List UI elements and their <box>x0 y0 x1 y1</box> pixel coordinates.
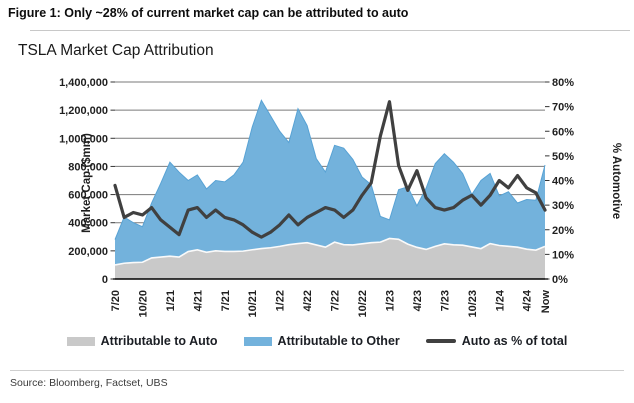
legend-item-other: Attributable to Other <box>243 334 400 348</box>
svg-text:1,400,000: 1,400,000 <box>59 77 108 89</box>
svg-text:400,000: 400,000 <box>68 218 108 230</box>
svg-text:60%: 60% <box>552 126 574 138</box>
legend-item-pct: Auto as % of total <box>425 334 568 348</box>
left-axis-title: Market Cap ($mm) <box>81 133 93 233</box>
svg-text:7/22: 7/22 <box>330 290 342 311</box>
svg-text:1/24: 1/24 <box>494 289 506 311</box>
svg-text:80%: 80% <box>552 77 574 89</box>
chart-legend: Attributable to Auto Attributable to Oth… <box>0 334 634 348</box>
svg-text:600,000: 600,000 <box>68 190 108 202</box>
figure-title: Figure 1: Only ~28% of current market ca… <box>8 6 409 20</box>
svg-text:10/23: 10/23 <box>467 290 479 318</box>
svg-text:10/20: 10/20 <box>137 290 149 318</box>
svg-text:7/20: 7/20 <box>110 290 122 311</box>
chart-title: TSLA Market Cap Attribution <box>18 42 214 59</box>
svg-text:Now: Now <box>540 290 552 314</box>
svg-text:1,000,000: 1,000,000 <box>59 133 108 145</box>
right-axis-ticks: 0% 10% 20% 30% 40% 50% 60% 70% 80% <box>545 77 574 286</box>
svg-text:0%: 0% <box>552 274 568 286</box>
svg-text:10/22: 10/22 <box>357 290 369 318</box>
svg-text:10/21: 10/21 <box>247 290 259 318</box>
legend-label-other: Attributable to Other <box>277 334 400 348</box>
legend-item-auto: Attributable to Auto <box>66 334 218 348</box>
svg-text:1/22: 1/22 <box>275 290 287 311</box>
other-area-series <box>115 100 545 265</box>
auto-area-series <box>115 238 545 279</box>
legend-label-pct: Auto as % of total <box>461 334 568 348</box>
svg-text:4/21: 4/21 <box>192 290 204 311</box>
svg-text:70%: 70% <box>552 102 574 114</box>
auto-pct-line-series <box>113 100 547 239</box>
svg-text:800,000: 800,000 <box>68 161 108 173</box>
svg-text:7/23: 7/23 <box>439 290 451 311</box>
other-area-swatch <box>243 336 272 346</box>
svg-text:4/23: 4/23 <box>412 290 424 311</box>
auto-area-edge <box>114 237 546 266</box>
left-axis-ticks: 0 200,000 400,000 600,000 800,000 1,000,000 1,… <box>59 77 115 286</box>
right-axis-title: % Automotive <box>610 143 622 219</box>
svg-text:40%: 40% <box>552 176 574 188</box>
svg-text:50%: 50% <box>552 151 574 163</box>
svg-text:1/23: 1/23 <box>384 290 396 311</box>
svg-text:10%: 10% <box>552 249 574 261</box>
auto-area-swatch <box>66 336 95 346</box>
legend-label-auto: Attributable to Auto <box>100 334 218 348</box>
svg-text:200,000: 200,000 <box>68 246 108 258</box>
bottom-divider <box>10 370 624 371</box>
svg-text:1,200,000: 1,200,000 <box>59 105 108 117</box>
source-note: Source: Bloomberg, Factset, UBS <box>10 377 168 389</box>
pct-line-swatch <box>425 339 456 343</box>
other-area-edge <box>114 99 546 240</box>
svg-text:20%: 20% <box>552 225 574 237</box>
svg-text:30%: 30% <box>552 200 574 212</box>
top-divider <box>30 30 630 31</box>
svg-text:0: 0 <box>102 274 108 286</box>
svg-text:7/21: 7/21 <box>220 290 232 311</box>
x-axis-ticks: 7/20 10/20 1/21 4/21 7/21 10/21 1/22 4/22 7/22 10… <box>110 289 552 317</box>
svg-text:1/21: 1/21 <box>165 290 177 311</box>
svg-text:4/24: 4/24 <box>522 289 534 311</box>
svg-text:4/22: 4/22 <box>302 290 314 311</box>
